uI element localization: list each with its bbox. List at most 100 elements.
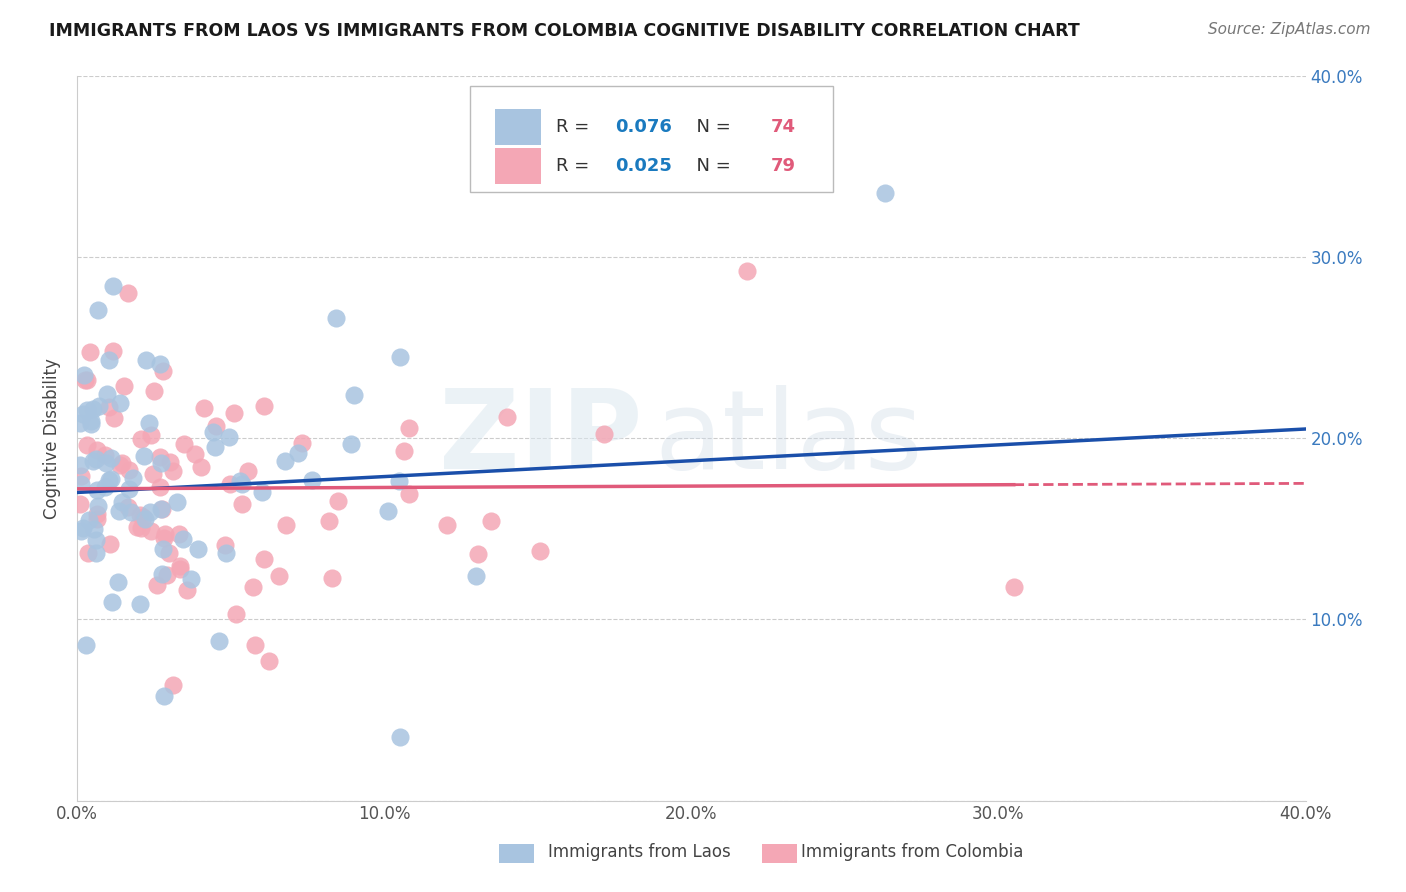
- Text: N =: N =: [685, 157, 737, 175]
- Point: [86, 507, 108, 521]
- Point: [86, 512, 108, 526]
- Point: [100, 450, 122, 465]
- Point: [72, 521, 94, 535]
- Point: [82, 454, 104, 468]
- Point: [149, 357, 172, 371]
- Point: [173, 436, 195, 450]
- Point: [162, 464, 184, 478]
- Point: [231, 477, 253, 491]
- Point: [79, 345, 101, 359]
- Point: [253, 552, 276, 566]
- Point: [150, 501, 173, 516]
- Point: [138, 417, 160, 431]
- Point: [242, 580, 264, 594]
- Text: Source: ZipAtlas.com: Source: ZipAtlas.com: [1208, 22, 1371, 37]
- Point: [291, 436, 314, 450]
- Point: [481, 514, 503, 528]
- Point: [219, 477, 242, 491]
- Point: [202, 425, 225, 440]
- Point: [96, 387, 118, 401]
- Point: [100, 472, 122, 486]
- Point: [436, 517, 458, 532]
- Point: [325, 311, 347, 326]
- Point: [120, 505, 142, 519]
- Point: [76, 438, 98, 452]
- Point: [84, 546, 107, 560]
- Y-axis label: Cognitive Disability: Cognitive Disability: [44, 358, 60, 518]
- Point: [388, 474, 411, 488]
- Point: [110, 458, 132, 472]
- Point: [343, 388, 366, 402]
- Point: [84, 451, 107, 466]
- Point: [149, 480, 172, 494]
- Point: [118, 463, 141, 477]
- Point: [139, 428, 162, 442]
- Point: [218, 430, 240, 444]
- Point: [122, 471, 145, 485]
- Bar: [495, 109, 541, 145]
- Text: 0.025: 0.025: [616, 157, 672, 175]
- Point: [76, 373, 98, 387]
- Text: R =: R =: [557, 118, 595, 136]
- Point: [225, 607, 247, 621]
- Point: [146, 578, 169, 592]
- Point: [129, 508, 152, 523]
- Point: [69, 416, 91, 430]
- Point: [321, 571, 343, 585]
- Point: [388, 350, 411, 364]
- Point: [228, 474, 250, 488]
- Point: [96, 456, 118, 470]
- Point: [190, 460, 212, 475]
- Point: [134, 512, 156, 526]
- Point: [153, 531, 176, 545]
- Point: [187, 542, 209, 557]
- Point: [117, 286, 139, 301]
- Point: [82, 401, 104, 416]
- Point: [157, 546, 180, 560]
- Point: [593, 426, 616, 441]
- Point: [252, 484, 274, 499]
- Point: [86, 483, 108, 497]
- Point: [257, 654, 280, 668]
- Point: [103, 279, 125, 293]
- Point: [97, 352, 120, 367]
- Point: [287, 446, 309, 460]
- Point: [276, 517, 298, 532]
- Point: [129, 597, 152, 611]
- Point: [131, 433, 153, 447]
- Point: [208, 634, 231, 648]
- Point: [80, 415, 103, 429]
- Point: [93, 448, 115, 462]
- Point: [156, 567, 179, 582]
- Point: [269, 569, 291, 583]
- Point: [152, 542, 174, 557]
- Point: [340, 437, 363, 451]
- Text: N =: N =: [685, 118, 737, 136]
- Point: [127, 520, 149, 534]
- Point: [100, 595, 122, 609]
- Point: [69, 458, 91, 472]
- Point: [139, 505, 162, 519]
- Point: [150, 456, 173, 470]
- Point: [214, 538, 236, 552]
- Point: [394, 444, 416, 458]
- Point: [215, 546, 238, 560]
- Point: [87, 399, 110, 413]
- Text: Immigrants from Colombia: Immigrants from Colombia: [801, 843, 1024, 861]
- Point: [169, 562, 191, 576]
- Point: [377, 504, 399, 518]
- Point: [75, 638, 97, 652]
- Point: [176, 582, 198, 597]
- Point: [735, 264, 758, 278]
- Point: [149, 450, 172, 464]
- Point: [86, 302, 108, 317]
- Text: Immigrants from Laos: Immigrants from Laos: [548, 843, 731, 861]
- Text: R =: R =: [557, 157, 595, 175]
- Point: [97, 473, 120, 487]
- Text: ZIP: ZIP: [439, 384, 643, 491]
- Point: [205, 419, 228, 434]
- Point: [132, 449, 155, 463]
- Point: [72, 408, 94, 422]
- Point: [150, 566, 173, 581]
- Point: [73, 368, 96, 382]
